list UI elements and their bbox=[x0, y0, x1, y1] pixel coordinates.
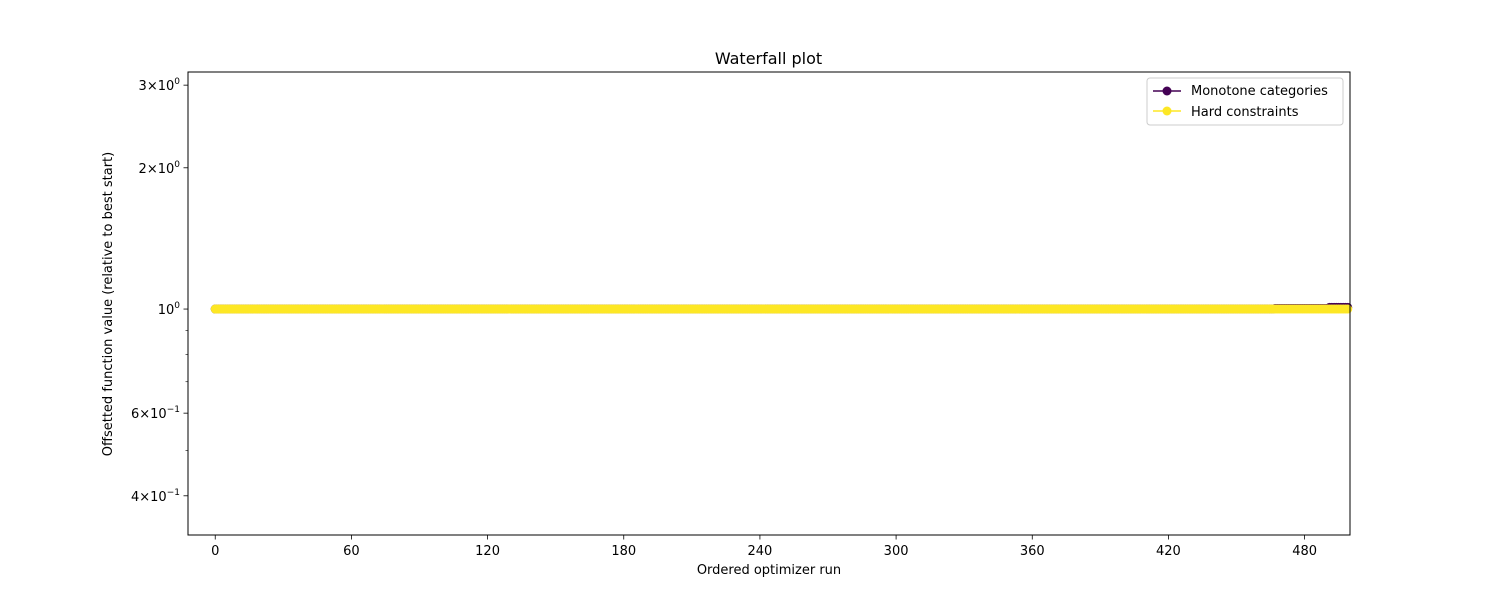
series-layer bbox=[210, 302, 1353, 314]
legend: Monotone categories Hard constraints bbox=[1146, 77, 1344, 126]
y-tick-label: 3×100 bbox=[139, 77, 181, 94]
legend-box bbox=[1146, 77, 1344, 126]
x-tick-label: 180 bbox=[611, 544, 636, 559]
x-tick-label: 60 bbox=[343, 544, 360, 559]
x-axis: 0 60 120 180 240 300 360 420 480 bbox=[211, 535, 1317, 559]
data-point bbox=[1343, 304, 1353, 314]
series-hard-constraints bbox=[210, 304, 1353, 314]
x-tick-label: 360 bbox=[1020, 544, 1045, 559]
y-axis-label: Offsetted function value (relative to be… bbox=[101, 152, 116, 456]
plot-frame bbox=[187, 71, 1351, 536]
x-tick-label: 480 bbox=[1292, 544, 1317, 559]
x-tick-label: 0 bbox=[211, 544, 219, 559]
legend-marker-monotone-categories bbox=[1162, 86, 1172, 96]
legend-label-monotone-categories: Monotone categories bbox=[1191, 84, 1328, 99]
x-axis-label: Ordered optimizer run bbox=[697, 563, 841, 578]
legend-label-hard-constraints: Hard constraints bbox=[1191, 105, 1299, 120]
x-tick-label: 120 bbox=[475, 544, 500, 559]
x-tick-label: 420 bbox=[1156, 544, 1181, 559]
x-tick-label: 300 bbox=[884, 544, 909, 559]
x-tick-label: 240 bbox=[748, 544, 773, 559]
legend-marker-hard-constraints bbox=[1162, 106, 1172, 116]
y-tick-label: 2×100 bbox=[139, 160, 181, 177]
chart-title: Waterfall plot bbox=[715, 49, 822, 68]
